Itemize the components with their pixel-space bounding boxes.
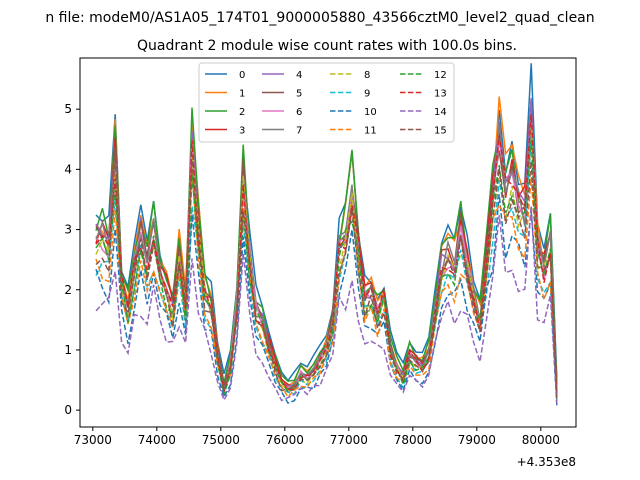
legend-label-13: 13 bbox=[434, 89, 447, 100]
x-tick-label: 76000 bbox=[266, 433, 304, 447]
x-tick-label: 79000 bbox=[458, 433, 496, 447]
x-tick-label: 77000 bbox=[330, 433, 368, 447]
series-layer bbox=[95, 63, 558, 406]
y-tick-label: 4 bbox=[64, 162, 72, 176]
y-tick-label: 1 bbox=[64, 343, 72, 357]
series-line-15 bbox=[95, 151, 558, 399]
plot-area: 73000 74000 75000 76000 77000 78000 79000 80000… bbox=[64, 57, 577, 447]
legend-label-10: 10 bbox=[364, 107, 377, 118]
legend-label-12: 12 bbox=[434, 70, 447, 81]
legend-label-6: 6 bbox=[296, 107, 302, 118]
legend-label-1: 1 bbox=[239, 89, 245, 100]
x-tick-label: 75000 bbox=[202, 433, 240, 447]
axes-spines bbox=[79, 57, 577, 428]
x-tick-label: 73000 bbox=[74, 433, 112, 447]
legend-label-14: 14 bbox=[434, 107, 447, 118]
y-tick-label: 2 bbox=[64, 283, 72, 297]
series-line-10 bbox=[95, 194, 558, 406]
legend-box bbox=[198, 62, 455, 143]
legend-label-0: 0 bbox=[239, 70, 245, 81]
y-tick-label: 5 bbox=[64, 102, 72, 116]
x-tick-label: 78000 bbox=[394, 433, 432, 447]
legend-label-3: 3 bbox=[239, 126, 245, 137]
legend-label-15: 15 bbox=[434, 126, 447, 137]
legend-label-9: 9 bbox=[364, 89, 370, 100]
x-offset-label: +4.353e8 bbox=[517, 455, 576, 469]
y-tick-label: 3 bbox=[64, 223, 72, 237]
y-tick-label: 0 bbox=[64, 403, 72, 417]
x-tick-label: 80000 bbox=[522, 433, 560, 447]
figure-suptitle: n file: modeM0/AS1A05_174T01_9000005880_… bbox=[45, 10, 594, 26]
series-line-14 bbox=[95, 205, 558, 404]
legend-label-2: 2 bbox=[239, 107, 245, 118]
legend-label-11: 11 bbox=[364, 126, 377, 137]
legend-label-8: 8 bbox=[364, 70, 370, 81]
ticks-layer: 73000 74000 75000 76000 77000 78000 79000 80000… bbox=[64, 102, 560, 447]
chart-title: Quadrant 2 module wise count rates with … bbox=[137, 38, 517, 54]
legend-label-5: 5 bbox=[296, 89, 302, 100]
legend-label-7: 7 bbox=[296, 126, 302, 137]
x-tick-label: 74000 bbox=[138, 433, 176, 447]
legend-label-4: 4 bbox=[296, 70, 302, 81]
